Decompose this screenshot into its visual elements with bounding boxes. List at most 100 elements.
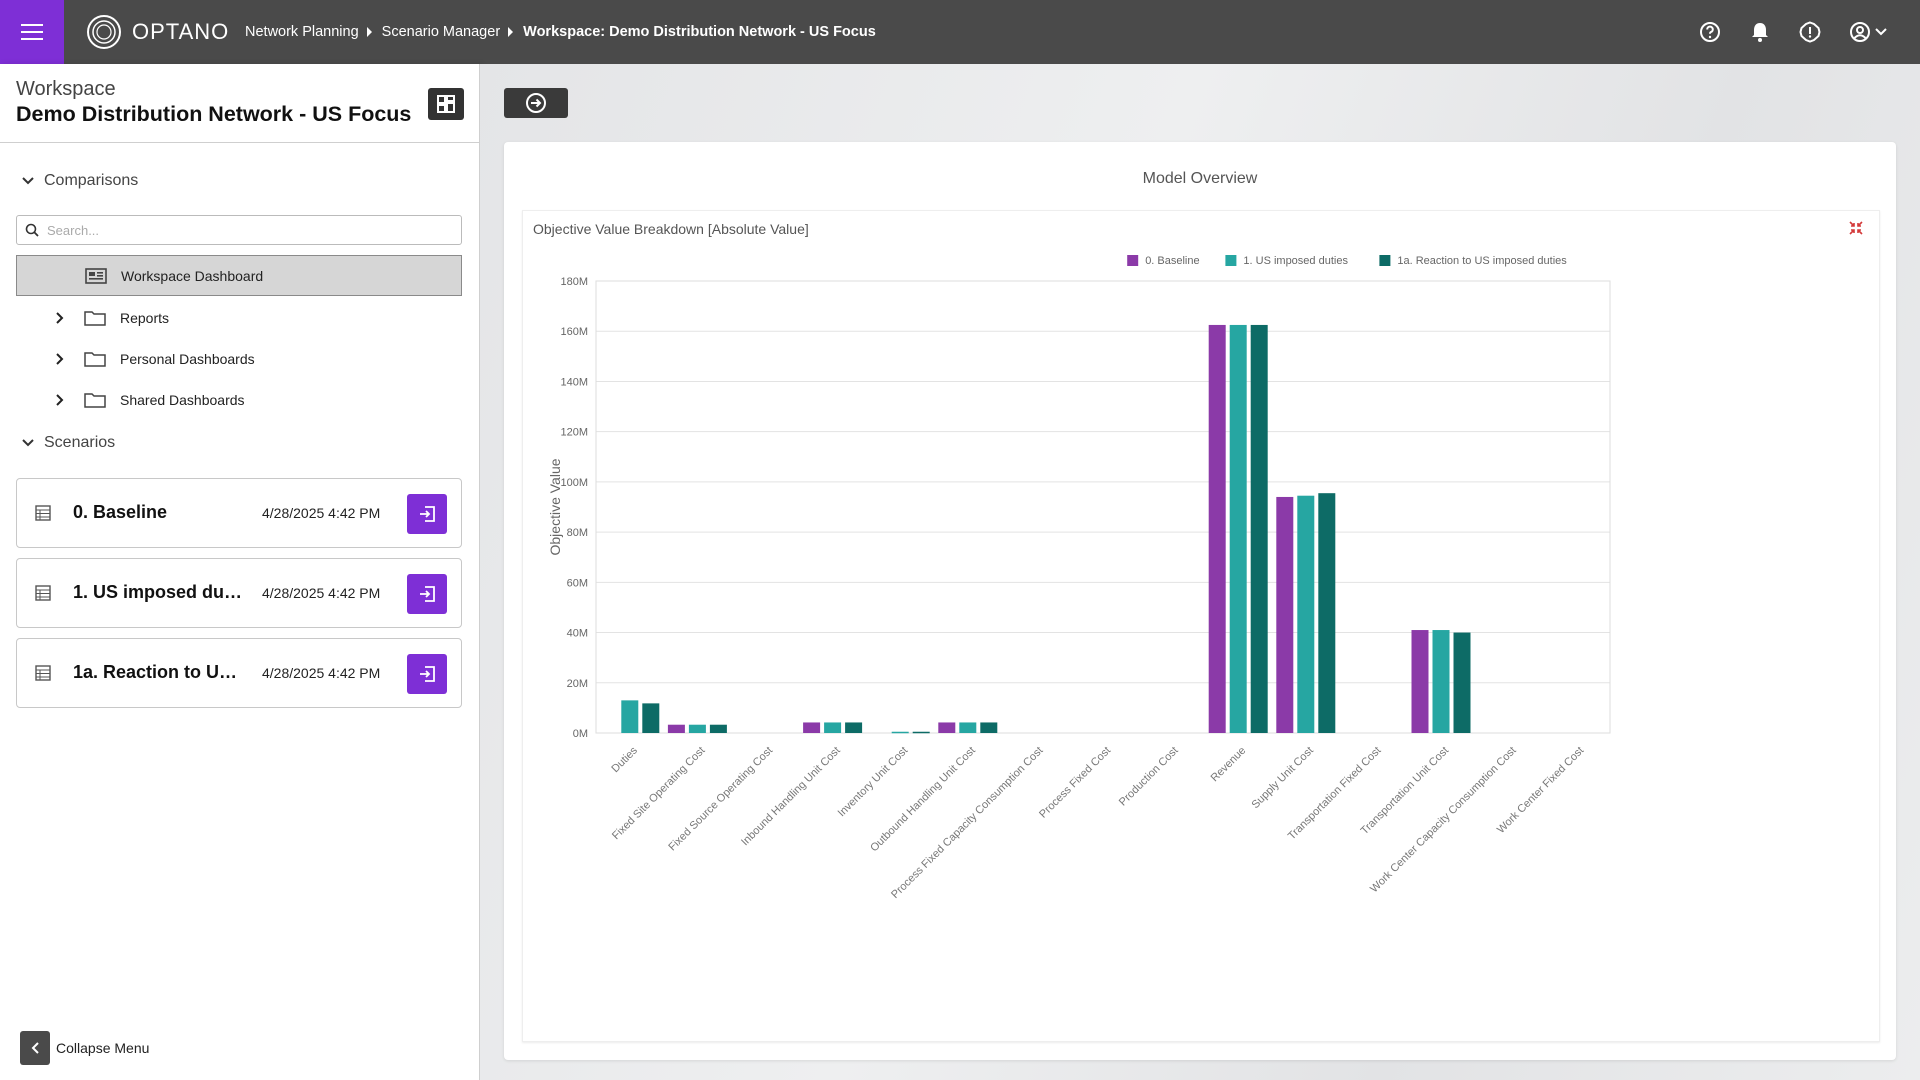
logo-icon: [87, 15, 121, 49]
scenarios-section-toggle[interactable]: Scenarios: [22, 434, 115, 452]
bar: [938, 722, 956, 733]
bar: [1432, 630, 1450, 733]
tree-item-label: Workspace Dashboard: [121, 267, 264, 284]
dashboard-icon: [85, 267, 107, 284]
scenario-date: 4/28/2025 4:42 PM: [262, 505, 381, 521]
legend-swatch: [1379, 255, 1391, 266]
tree-item-personal-dashboards[interactable]: Personal Dashboards: [16, 338, 462, 379]
bar: [1411, 630, 1429, 733]
bar: [1208, 324, 1226, 733]
app-logo[interactable]: OPTANO: [86, 14, 229, 50]
bell-icon: [1752, 23, 1768, 42]
top-icons: [1698, 0, 1888, 64]
notifications-button[interactable]: [1748, 20, 1772, 44]
y-tick-label: 20M: [567, 678, 588, 690]
bar: [642, 703, 660, 733]
open-scenario-button[interactable]: [407, 654, 447, 694]
enter-icon: [420, 506, 435, 522]
x-tick-label: Inventory Unit Cost: [836, 745, 911, 820]
bar: [1229, 324, 1247, 733]
x-tick-label: Supply Unit Cost: [1249, 745, 1315, 811]
chevron-down-icon: [22, 177, 34, 185]
y-tick-label: 100M: [560, 477, 588, 489]
scenario-name: 1. US imposed duties: [73, 582, 243, 602]
search-icon: [25, 223, 39, 237]
dashboard-panel: Model Overview Objective Value Breakdown…: [504, 142, 1896, 1060]
table-icon: [35, 505, 51, 521]
bar: [980, 722, 998, 733]
legend-label: 0. Baseline: [1145, 255, 1199, 267]
comparisons-section-toggle[interactable]: Comparisons: [22, 172, 138, 190]
bar: [1318, 493, 1336, 733]
folder-icon: [84, 392, 106, 408]
bar: [1297, 495, 1315, 733]
bar-chart: 0M 20M 40M 60M 80M 100M 120M 140M 160M 180M Object…: [547, 255, 1611, 901]
main-content: Model Overview Objective Value Breakdown…: [480, 64, 1920, 1080]
scenario-name: 0. Baseline: [73, 502, 168, 522]
x-tick-label: Process Fixed Capacity Consumption Cost: [889, 745, 1045, 901]
breadcrumb-scenario-manager[interactable]: Scenario Manager: [381, 24, 501, 40]
sidebar: Workspace Demo Distribution Network - US…: [0, 64, 480, 1080]
panel-title: Model Overview: [1142, 170, 1258, 187]
bar: [959, 722, 977, 733]
logo-text: OPTANO: [132, 19, 230, 44]
open-scenario-button[interactable]: [407, 574, 447, 614]
navigate-forward-button[interactable]: [504, 88, 568, 118]
chevron-right-icon[interactable]: [56, 352, 64, 365]
scenario-name: 1a. Reaction to US imposed duties: [73, 662, 243, 682]
chart-card: Objective Value Breakdown [Absolute Valu…: [522, 210, 1880, 1042]
scenario-date: 4/28/2025 4:42 PM: [262, 585, 381, 601]
x-tick-label: Duties: [609, 744, 640, 775]
alerts-button[interactable]: [1798, 20, 1822, 44]
bar: [912, 731, 930, 734]
plot-area-border: [595, 280, 1611, 734]
scenario-card-reaction[interactable]: 1a. Reaction to US imposed duties 4/28/2…: [16, 638, 462, 708]
search-input[interactable]: [45, 221, 449, 239]
workspace-grid-button[interactable]: [428, 88, 464, 120]
bar: [709, 724, 727, 733]
x-tick-label: Revenue: [1209, 745, 1249, 785]
help-button[interactable]: [1698, 20, 1722, 44]
help-icon: [1700, 22, 1720, 42]
workspace-name: Demo Distribution Network - US Focus: [16, 102, 412, 126]
hamburger-menu-button[interactable]: [0, 0, 64, 64]
breadcrumb-current-workspace: Workspace: Demo Distribution Network - U…: [523, 24, 876, 40]
grid-icon: [437, 95, 455, 113]
search-field[interactable]: [16, 215, 462, 245]
enter-icon: [420, 666, 435, 682]
workspace-label: Workspace: [16, 78, 116, 100]
breadcrumb-network-planning[interactable]: Network Planning: [245, 24, 359, 40]
chevron-down-icon: [22, 439, 34, 447]
chevron-right-icon[interactable]: [56, 393, 64, 406]
scenario-card-baseline[interactable]: 0. Baseline 4/28/2025 4:42 PM: [16, 478, 462, 548]
y-tick-label: 140M: [560, 376, 588, 388]
bar: [803, 722, 821, 733]
tree-item-shared-dashboards[interactable]: Shared Dashboards: [16, 379, 462, 420]
breadcrumb: Network Planning Scenario Manager Worksp…: [245, 0, 876, 64]
scenario-card-us-imposed-duties[interactable]: 1. US imposed duties 4/28/2025 4:42 PM: [16, 558, 462, 628]
folder-icon: [84, 351, 106, 367]
y-tick-label: 120M: [560, 427, 588, 439]
collapse-chart-icon[interactable]: [1849, 221, 1863, 235]
tree-item-label: Reports: [120, 309, 170, 326]
bar: [824, 722, 842, 733]
y-tick-label: 160M: [560, 326, 588, 338]
bar: [667, 724, 685, 733]
collapse-button-box[interactable]: [20, 1031, 50, 1065]
tree-item-reports[interactable]: Reports: [16, 297, 462, 338]
y-axis-label: Objective Value: [547, 458, 563, 555]
chevron-right-icon[interactable]: [56, 311, 64, 324]
collapse-menu-button[interactable]: Collapse Menu: [20, 1031, 149, 1065]
divider: [0, 142, 479, 143]
x-tick-label: Work Center Capacity Consumption Cost: [1368, 745, 1519, 896]
chevron-down-icon: [1875, 28, 1887, 36]
tree-item-label: Shared Dashboards: [120, 391, 245, 408]
user-avatar-icon: [1850, 22, 1870, 42]
user-menu-button[interactable]: [1848, 20, 1888, 44]
table-icon: [35, 665, 51, 681]
y-tick-label: 60M: [567, 577, 588, 589]
tree-item-workspace-dashboard[interactable]: Workspace Dashboard: [16, 255, 462, 296]
arrow-right-circle-icon: [526, 93, 546, 113]
y-tick-label: 40M: [567, 628, 588, 640]
open-scenario-button[interactable]: [407, 494, 447, 534]
